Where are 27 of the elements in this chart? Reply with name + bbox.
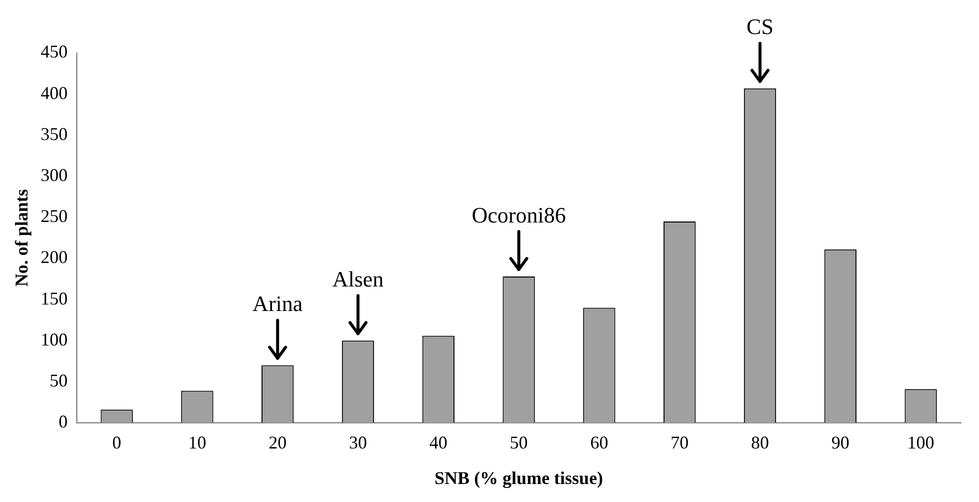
y-tick-label: 100 [40, 329, 68, 350]
y-tick-label: 250 [40, 206, 68, 226]
y-tick-label: 200 [40, 247, 68, 268]
y-tick-label: 450 [40, 42, 68, 62]
x-tick-label: 20 [268, 432, 287, 452]
y-axis-title: No. of plants [11, 189, 32, 287]
y-tick-label: 0 [58, 412, 68, 432]
x-tick-label: 40 [429, 432, 448, 452]
annotation: Ocoroni86 [472, 202, 566, 228]
x-tick-label: 50 [510, 432, 528, 452]
x-axis-title: SNB (% glume tissue) [434, 468, 604, 488]
annotation: Alsen [332, 266, 384, 292]
y-tick-label: 350 [40, 124, 68, 144]
y-tick-label: 150 [40, 288, 68, 308]
x-tick-label: 0 [112, 432, 122, 452]
x-tick-label: 80 [751, 432, 769, 452]
x-tick-label: 10 [188, 432, 206, 452]
x-tick-label: 60 [590, 432, 608, 452]
x-tick-label: 100 [907, 432, 934, 452]
annotation: Arina [252, 291, 303, 316]
annotation: CS [746, 14, 774, 40]
x-tick-label: 30 [349, 432, 367, 452]
x-tick-label: 70 [670, 432, 689, 452]
y-tick-label: 300 [40, 165, 68, 185]
y-tick-label: 50 [50, 370, 68, 390]
y-tick-label: 400 [40, 82, 68, 103]
x-tick-label: 90 [831, 432, 850, 452]
